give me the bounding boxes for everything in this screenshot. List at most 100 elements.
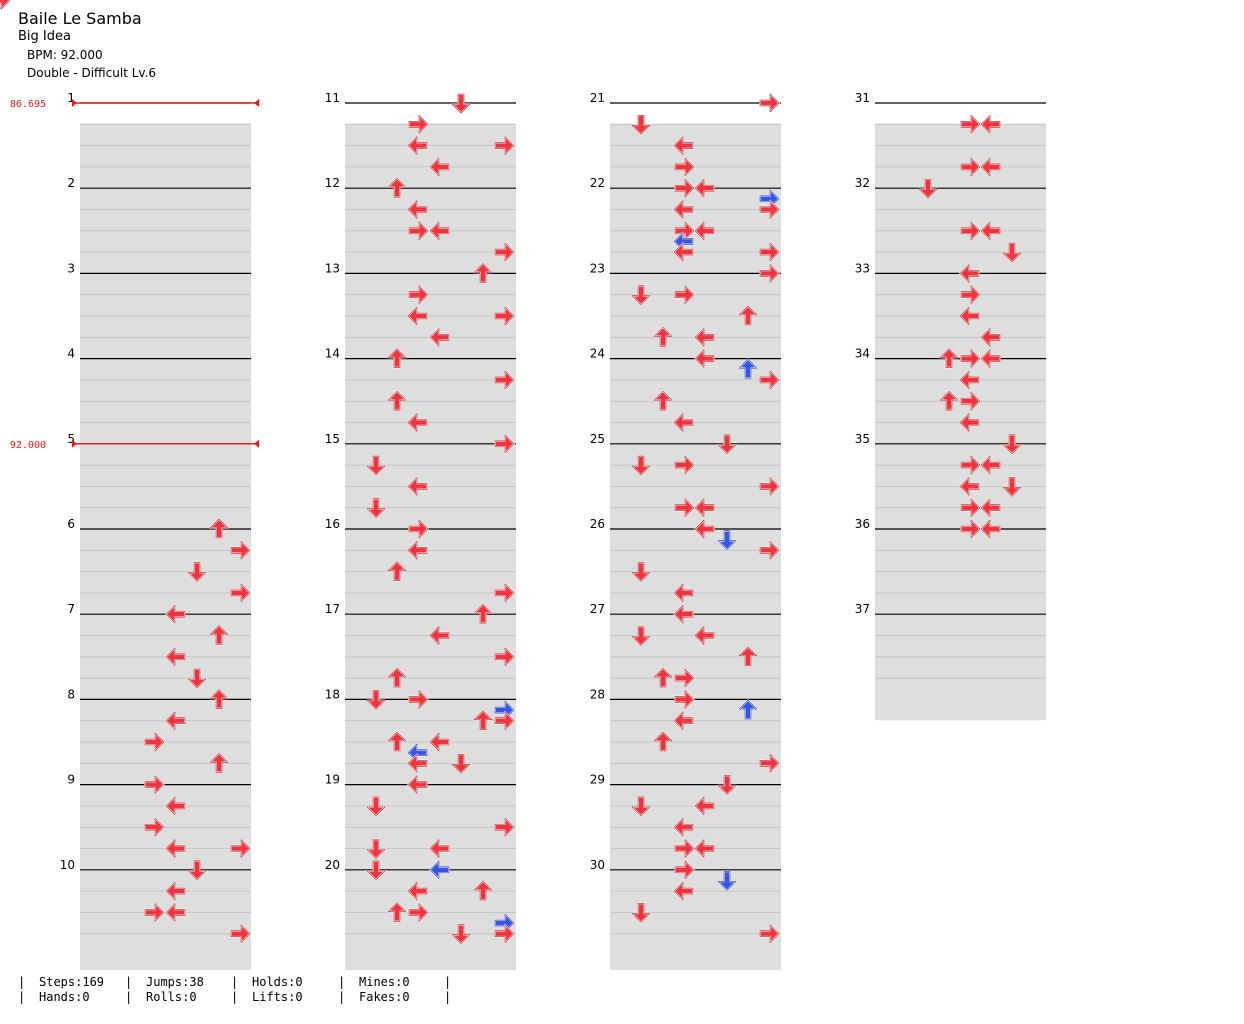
step-arrow: [451, 93, 471, 114]
song-title: Baile Le Samba: [18, 9, 142, 28]
stat-mines-fakes: Mines:0 Fakes:0: [359, 975, 410, 1005]
step-arrow: [959, 412, 980, 433]
step-arrow: [408, 519, 429, 539]
measure: 37: [855, 602, 1046, 721]
step-arrow: [673, 881, 694, 901]
step-arrow: [494, 817, 515, 838]
step-arrow: [408, 114, 429, 135]
measure: 9: [67, 773, 251, 891]
step-arrow: [473, 880, 493, 901]
step-arrow: [165, 881, 186, 901]
step-arrow: [653, 731, 673, 752]
step-arrow: [674, 178, 695, 198]
measure-number: 36: [855, 517, 870, 531]
stats-divider: | |: [18, 975, 26, 1004]
step-arrow: [980, 497, 1001, 518]
measure: 11: [325, 91, 516, 209]
step-arrow: [694, 178, 715, 198]
step-arrow: [494, 242, 515, 262]
step-arrow: [1002, 433, 1022, 455]
step-arrow: [673, 583, 694, 603]
stats-divider: | |: [125, 975, 133, 1004]
step-arrow: [694, 519, 715, 539]
step-arrow: [165, 604, 186, 625]
step-arrow: [960, 497, 981, 518]
step-arrow: [429, 859, 450, 880]
stat-holds: Holds:0: [252, 975, 303, 989]
measure-number: 37: [855, 602, 870, 616]
step-arrow: [631, 796, 651, 817]
measure-number: 10: [60, 858, 75, 872]
measure: 2: [67, 176, 251, 295]
step-arrow: [759, 242, 780, 262]
measure: 6: [67, 517, 251, 635]
measure: 14: [325, 347, 516, 465]
step-arrow: [429, 625, 450, 646]
step-arrow: [230, 838, 251, 859]
step-arrow: [918, 178, 938, 199]
step-arrow: [717, 529, 737, 551]
step-arrow: [429, 732, 450, 752]
step-arrow: [408, 221, 429, 241]
measure: 22: [590, 176, 781, 295]
stat-lifts: Lifts:0: [252, 990, 303, 1004]
step-arrow: [980, 114, 1001, 135]
stat-steps-hands: Steps:169 Hands:0: [39, 975, 104, 1005]
step-arrow: [165, 710, 186, 731]
stat-fakes: Fakes:0: [359, 990, 410, 1004]
measure-number: 11: [325, 91, 340, 105]
step-arrow: [960, 221, 981, 241]
step-arrow: [717, 870, 737, 892]
step-arrow: [408, 284, 429, 305]
step-arrow: [674, 157, 695, 177]
step-arrow: [631, 114, 651, 136]
step-arrow: [960, 519, 981, 539]
measure-number: 30: [590, 858, 605, 872]
step-arrow: [209, 752, 229, 774]
step-arrow: [1002, 476, 1022, 498]
step-arrow: [738, 699, 758, 720]
step-arrow: [759, 923, 780, 944]
step-arrow: [407, 135, 428, 156]
step-arrow: [694, 221, 715, 241]
measure: 30: [590, 858, 781, 970]
step-arrow: [429, 157, 450, 177]
stats-divider: | |: [338, 975, 346, 1004]
measure: 12: [325, 176, 516, 295]
step-arrow: [674, 838, 695, 859]
step-arrow: [387, 390, 407, 412]
stat-hands: Hands:0: [39, 990, 90, 1004]
step-arrow: [494, 700, 515, 720]
step-arrow: [673, 710, 694, 731]
measure-number: 28: [590, 687, 605, 701]
step-arrow: [1002, 242, 1022, 263]
step-arrow: [366, 838, 386, 860]
step-arrow: [980, 519, 1001, 539]
step-arrow: [959, 306, 980, 326]
step-arrow: [959, 263, 980, 284]
step-arrow: [673, 817, 694, 838]
measure-number: 1: [67, 91, 75, 105]
step-arrow: [407, 306, 428, 326]
measure: 5: [67, 432, 251, 550]
measure: 20: [325, 858, 516, 970]
step-arrow: [230, 583, 251, 603]
step-arrow: [694, 796, 715, 816]
measure-number: 4: [67, 347, 75, 361]
measure-number: 7: [67, 602, 75, 616]
step-arrow: [407, 774, 428, 795]
stats-divider: | |: [444, 975, 452, 1004]
stat-jumps: Jumps:38: [146, 975, 204, 989]
stats-divider: | |: [231, 975, 239, 1004]
step-arrow: [717, 774, 737, 796]
measure: 21: [590, 91, 781, 209]
step-arrow: [144, 774, 165, 795]
step-arrow: [980, 157, 1001, 177]
step-arrow: [759, 263, 780, 284]
step-arrow: [738, 358, 758, 380]
step-arrow: [738, 645, 758, 667]
bpm-value: 92.000: [10, 440, 46, 451]
step-arrow: [494, 370, 515, 390]
step-arrow: [631, 455, 651, 476]
measure: 19: [325, 773, 516, 891]
